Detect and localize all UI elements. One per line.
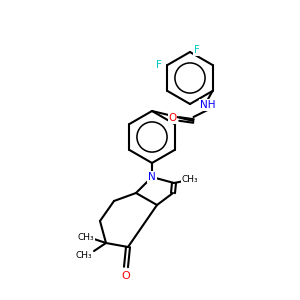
Text: N: N [148, 172, 156, 182]
Text: CH₃: CH₃ [76, 250, 92, 260]
Text: CH₃: CH₃ [182, 175, 198, 184]
Text: NH: NH [200, 100, 215, 110]
Text: F: F [155, 60, 161, 70]
Text: O: O [168, 113, 177, 123]
Text: CH₃: CH₃ [78, 232, 94, 242]
Text: O: O [122, 271, 130, 281]
Text: F: F [194, 45, 200, 55]
